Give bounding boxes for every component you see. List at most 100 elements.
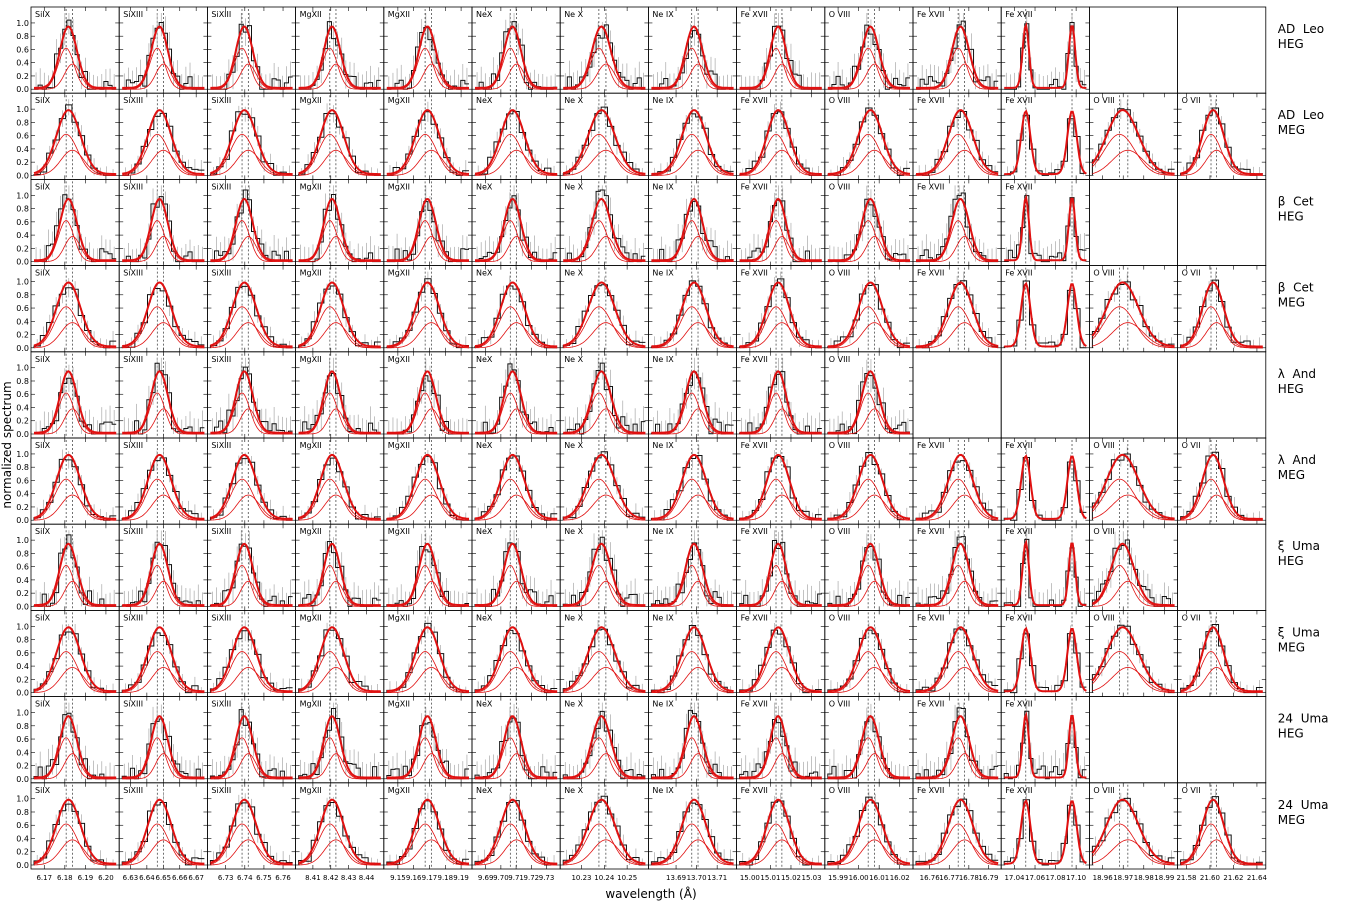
line-label: Ne X [564,96,583,105]
model-component-curve [651,306,734,349]
line-label: O VIII [1093,441,1114,450]
line-label: MgXII [300,613,322,622]
model-total-curve [34,197,117,262]
model-component-curve [1180,322,1263,349]
model-component-curve [210,149,293,176]
y-tick-label: 0.0 [16,516,29,525]
panel: O VII [1177,265,1267,353]
observed-histogram [474,110,558,176]
panel: MgXII [295,696,385,784]
line-label: Fe XVII [1005,10,1032,19]
line-label: O VII [1182,96,1201,105]
model-component-curve [474,306,558,349]
y-tick-label: 0.4 [16,231,29,240]
observed-histogram [386,26,469,90]
model-component-curve [739,134,822,176]
model-total-curve [34,542,117,607]
model-component-curve [474,494,558,521]
line-label: NeX [476,269,493,278]
model-component-curve [916,306,999,349]
panel: SiXIII [118,265,208,353]
line-label: O VII [1182,441,1201,450]
panel-frame [1089,265,1179,353]
y-tick-label: 0.8 [16,463,29,472]
panel: O VII [1177,437,1267,525]
model-component-curve [210,306,293,349]
model-total-curve [386,626,469,693]
model-total-curve [651,109,734,175]
model-component-curve [210,666,293,693]
model-component-curve [386,306,469,349]
observed-histogram [650,113,734,176]
y-tick-label: 0.2 [16,244,29,253]
panel: SiXIII [206,92,296,180]
model-component-curve [1092,478,1175,521]
model-total-curve [33,281,117,348]
model-component-curve [122,753,205,780]
model-total-curve [298,453,381,520]
panel: MgXII [383,178,473,266]
panel-frame [648,92,738,180]
model-component-curve [122,63,205,90]
y-tick-label: 0.0 [16,344,29,353]
model-component-curve [563,149,646,176]
panel: Fe XVII [912,437,1002,525]
model-component-curve [827,478,910,521]
line-label: NeX [476,182,493,191]
observed-histogram [298,708,381,780]
model-total-curve [122,109,205,175]
panel: O VIII [1089,265,1179,353]
model-component-curve [916,651,999,693]
model-component-curve [827,220,910,262]
panel: MgXII [295,523,385,611]
line-label: Fe XVII [1005,613,1032,622]
panel: SiIX 0.0 0.2 0.4 0.6 0.8 1.0 [16,178,120,267]
model-total-curve [210,281,293,348]
line-label: Fe XVII [741,355,768,364]
model-component-curve [475,63,558,90]
line-label: Fe XVII [741,527,768,536]
panel: Fe XVII [912,178,1002,266]
model-total-curve [651,25,734,89]
observed-histogram [122,22,205,90]
model-total-curve [298,109,381,176]
observed-histogram [827,198,910,263]
observed-histogram [563,24,646,90]
panel: Fe XVII [1000,523,1090,611]
observed-histogram [827,452,910,521]
model-component-curve [210,63,293,90]
panel: O VIII [824,610,914,698]
panel: Ne X [559,610,649,698]
model-component-curve [1092,666,1175,693]
model-total-curve [651,370,734,434]
line-label: Fe XVII [741,269,768,278]
observed-histogram [298,540,381,607]
line-label: O VIII [829,527,850,536]
y-tick-label: 0.0 [16,775,29,784]
model-total-curve [562,281,646,348]
model-component-curve [827,63,910,90]
model-component-curve [739,63,822,90]
panel: SiXIII [118,523,208,611]
line-label: SiIX [35,182,51,191]
line-label: Fe XVII [917,96,944,105]
observed-histogram [651,30,734,90]
y-tick-label: 0.4 [16,145,29,154]
model-total-curve [298,715,381,779]
model-total-curve [916,542,999,607]
y-tick-label: 0.2 [16,158,29,167]
line-label: Fe XVII [741,182,768,191]
model-component-curve [739,47,822,90]
panel-frame [1089,437,1179,525]
model-component-curve [210,753,293,780]
model-total-curve [122,626,205,693]
y-tick-label: 0.0 [16,689,29,698]
observed-histogram [386,278,469,349]
y-tick-label: 0.8 [16,205,29,214]
model-component-curve [651,666,734,693]
model-total-curve [1092,542,1175,607]
line-label: NeX [476,10,493,19]
model-component-curve [563,408,646,435]
model-total-curve [563,542,646,607]
model-total-curve [1091,108,1175,175]
